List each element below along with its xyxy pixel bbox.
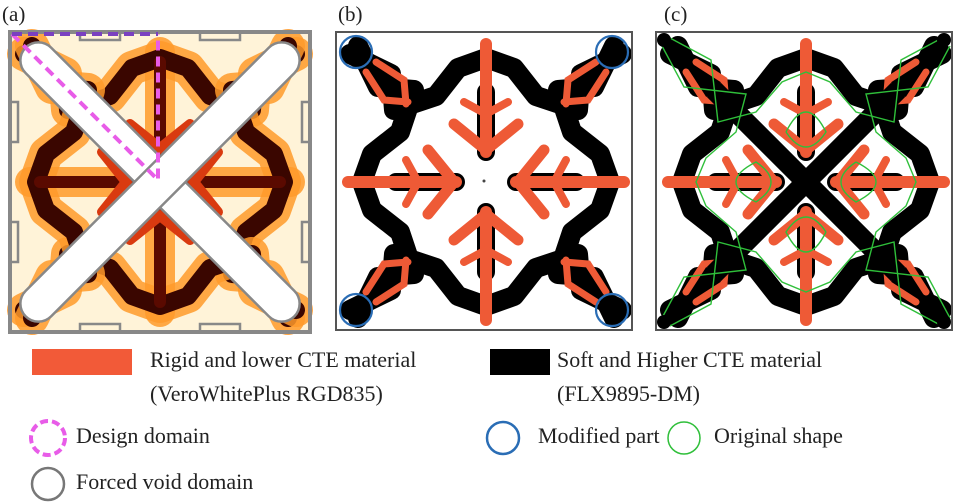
- panel-label: (a): [2, 2, 25, 26]
- legend-label: Rigid and lower CTE material: [150, 347, 416, 372]
- legend-label: Soft and Higher CTE material: [557, 347, 822, 372]
- legend-icon-void: [32, 468, 64, 500]
- legend-icon-original: [668, 422, 700, 454]
- legend-detail: (VeroWhitePlus RGD835): [150, 381, 383, 406]
- legend-icon-modified: [487, 422, 519, 454]
- legend-label: Modified part: [538, 423, 660, 448]
- panel-c: [656, 32, 952, 330]
- panel-a: [10, 32, 310, 332]
- legend-icon-design: [31, 421, 65, 455]
- legend-label: Original shape: [714, 423, 843, 448]
- legend-detail: (FLX9895-DM): [557, 381, 700, 406]
- legend-swatch-soft: [490, 349, 550, 375]
- legend-label: Forced void domain: [76, 469, 253, 494]
- panel-label: (b): [338, 2, 363, 26]
- legend-label: Design domain: [76, 423, 210, 448]
- panel-label: (c): [664, 2, 687, 26]
- legend-swatch-rigid: [32, 349, 132, 375]
- figure: (a) (b) (c) Rigid and lower CTE material…: [0, 0, 953, 503]
- panel-b: [336, 32, 632, 330]
